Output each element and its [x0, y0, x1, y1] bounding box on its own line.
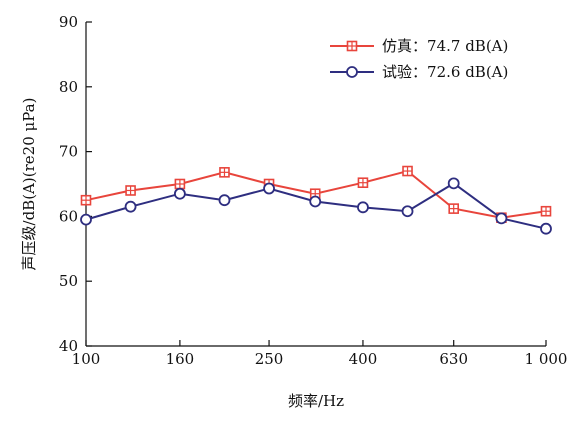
legend-label-0: 仿真：74.7 dB(A) — [382, 37, 508, 55]
point-1 — [540, 222, 552, 235]
x-tick-label: 400 — [349, 350, 378, 368]
point-0 — [125, 185, 136, 196]
point-0 — [80, 194, 92, 206]
y-tick-label: 70 — [59, 143, 78, 161]
point-1 — [401, 205, 414, 218]
x-tick-label: 160 — [166, 350, 195, 368]
point-1 — [218, 194, 231, 207]
legend-sep: ： — [412, 37, 427, 55]
point-1 — [309, 195, 322, 208]
x-tick-label: 1 000 — [525, 350, 568, 368]
point-0 — [174, 178, 186, 190]
legend-series-name: 仿真 — [382, 37, 412, 55]
x-tick-label: 100 — [72, 350, 101, 368]
legend: 仿真：74.7 dB(A) 试验：72.6 dB(A) — [330, 37, 508, 81]
series-layer — [80, 165, 552, 235]
y-tick-label: 90 — [59, 13, 78, 31]
point-1 — [263, 182, 275, 195]
point-0 — [540, 205, 552, 217]
legend-series-name: 试验 — [382, 63, 412, 81]
y-tick-label: 80 — [59, 78, 78, 96]
legend-marker-1 — [346, 66, 358, 78]
x-tick-label: 630 — [439, 350, 468, 368]
point-1 — [124, 200, 137, 213]
y-tick-label: 50 — [59, 272, 78, 290]
y-tick-label: 60 — [59, 207, 78, 225]
axes: 40 50 60 70 80 90 100 160 250 400 630 1 000 频率/Hz 声压级… — [20, 13, 567, 410]
point-1 — [173, 187, 186, 200]
point-1 — [447, 177, 460, 190]
legend-label-1: 试验：72.6 dB(A) — [382, 63, 508, 81]
point-1 — [80, 213, 92, 226]
point-0 — [402, 165, 413, 177]
point-0 — [357, 177, 369, 189]
y-axis-title: 声压级/dB(A)(re20 μPa) — [20, 98, 38, 271]
point-0 — [219, 167, 230, 178]
legend-value: 74.7 dB(A) — [427, 37, 508, 55]
legend-sep: ： — [412, 63, 427, 81]
legend-marker-0 — [346, 40, 358, 52]
point-1 — [357, 201, 369, 214]
x-tick-label: 250 — [255, 350, 284, 368]
y-tick-label: 40 — [59, 337, 78, 355]
x-axis-title: 频率/Hz — [288, 392, 344, 410]
point-0 — [448, 203, 459, 214]
legend-value: 72.6 dB(A) — [427, 63, 508, 81]
point-1 — [495, 212, 508, 225]
